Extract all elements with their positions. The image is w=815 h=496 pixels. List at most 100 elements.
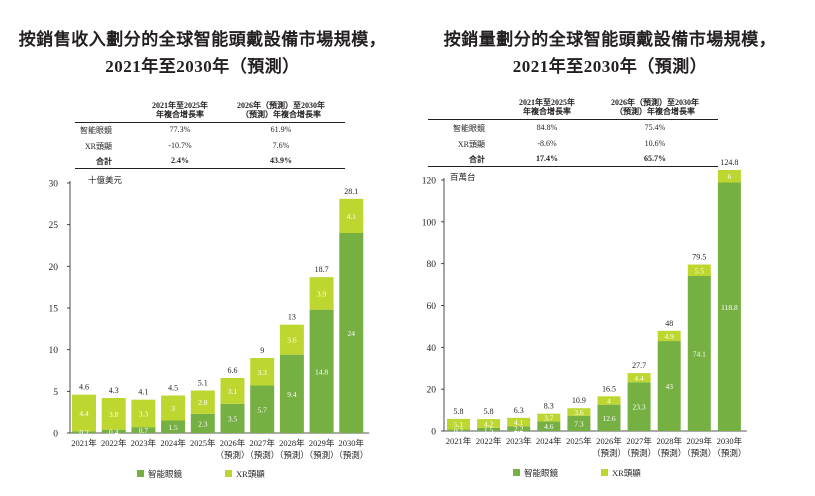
left-x-tick-label-2-0: 2023年 (131, 438, 157, 448)
left-cagr-v2-total: 43.9% (270, 156, 292, 165)
right-cagr-rule-top (428, 119, 718, 120)
right-bar-xr-headset-0 (447, 418, 470, 430)
left-x-tick-label-5-0: 2026年 (220, 438, 246, 448)
right-label-xr-headset-2: 4.1 (514, 418, 524, 427)
right-legend-swatch-xr-headset (601, 469, 608, 476)
right-label-total-9: 124.8 (720, 158, 738, 167)
left-label-xr-headset-8: 3.9 (317, 289, 327, 298)
left-bar-xr-headset-0 (72, 394, 96, 432)
right-y-tick-label-5: 100 (422, 218, 437, 228)
right-label-total-2: 6.3 (514, 406, 524, 415)
left-x-tick-label-0-0: 2021年 (71, 438, 97, 448)
left-label-total-4: 5.1 (198, 379, 208, 388)
right-bar-xr-headset-3 (537, 413, 561, 422)
left-label-total-7: 13 (288, 313, 296, 322)
right-y-tick-label-3: 60 (427, 302, 437, 312)
right-title-line1: 按銷量劃分的全球智能頭戴設備市場規模， (443, 30, 777, 49)
left-y-tick-label-3: 15 (49, 305, 59, 315)
left-x-tick-label-8-0: 2029年 (309, 438, 335, 448)
right-label-smart-glasses-6: 23.3 (633, 403, 646, 412)
left-cagr-v2-smart: 61.9% (270, 125, 292, 134)
right-label-total-8: 79.5 (692, 253, 706, 262)
right-cagr-v1-smart: 84.8% (536, 123, 558, 132)
right-bar-smart-glasses-9 (717, 182, 741, 431)
right-y-tick-label-0: 0 (431, 428, 436, 438)
right-cagr-label-smart: 智能眼鏡 (453, 124, 485, 133)
right-label-xr-headset-1: 4.2 (484, 419, 494, 428)
left-cagr-v1-smart: 77.3% (169, 125, 191, 134)
left-x-tick-label-6-0: 2027年 (249, 438, 275, 448)
left-x-tick-label-7-0: 2028年 (279, 438, 305, 448)
left-bar-smart-glasses-3 (161, 420, 186, 433)
right-cagr-v1-xr: -8.6% (537, 139, 557, 148)
left-unit-label: 十億美元 (88, 175, 123, 185)
left-bar-smart-glasses-2 (131, 427, 156, 433)
right-bar-smart-glasses-8 (687, 276, 711, 431)
left-y-tick-label-5: 25 (49, 221, 59, 231)
right-cagr-v2-xr: 10.6% (644, 139, 666, 148)
right-bar-xr-headset-5 (597, 396, 621, 405)
left-label-xr-headset-2: 3.3 (139, 409, 149, 418)
left-label-xr-headset-1: 3.8 (109, 410, 119, 419)
left-legend-swatch-xr-headset (225, 470, 232, 477)
right-y-tick-label-4: 80 (427, 260, 437, 270)
right-cagr-header-2: 2026年（預測）至2030年 （預測）年複合增長率 (611, 98, 699, 116)
left-x-tick-label-1-0: 2022年 (101, 438, 127, 448)
right-cagr-label-total: 合計 (469, 155, 485, 164)
left-x-tick-label-4-0: 2025年 (190, 438, 216, 448)
right-label-total-7: 48 (665, 319, 673, 328)
left-bar-smart-glasses-1 (101, 429, 126, 433)
right-x-tick-label-0-0: 2021年 (446, 436, 472, 446)
right-label-total-1: 5.8 (484, 407, 494, 416)
right-x-tick-label-2-0: 2023年 (506, 436, 532, 446)
left-label-xr-headset-6: 3.3 (258, 368, 268, 377)
right-y-tick-label-1: 20 (427, 386, 437, 396)
left-label-smart-glasses-9: 24 (348, 329, 356, 338)
left-label-smart-glasses-6: 5.7 (258, 405, 268, 414)
right-y-tick-label-2: 40 (427, 344, 437, 354)
right-x-tick-label-3-0: 2024年 (536, 436, 562, 446)
left-bar-smart-glasses-9 (339, 233, 364, 433)
right-bar-smart-glasses-5 (597, 404, 621, 431)
left-label-xr-headset-5: 3.1 (228, 387, 238, 396)
right-label-xr-headset-6: 4.4 (634, 374, 644, 383)
left-label-smart-glasses-3: 1.5 (168, 423, 178, 432)
left-cagr-label-smart: 智能眼鏡 (80, 126, 112, 135)
right-label-xr-headset-0: 5.1 (454, 420, 464, 429)
left-bar-smart-glasses-4 (190, 413, 215, 433)
left-y-tick-label-0: 0 (53, 430, 58, 440)
right-label-smart-glasses-9: 118.8 (721, 303, 738, 312)
left-cagr-table: 2021年至2025年 年複合增長率 2026年（預測）至2030年 （預測）年… (0, 0, 405, 170)
left-label-total-5: 6.6 (228, 366, 238, 375)
left-bar-smart-glasses-6 (250, 385, 275, 433)
left-bar-xr-headset-1 (101, 398, 126, 430)
left-cagr-v1-xr: -10.7% (168, 141, 192, 150)
left-cagr-label-total: 合計 (96, 157, 112, 166)
right-x-tick-label-8-1: （預測） (682, 448, 716, 458)
right-bar-smart-glasses-6 (627, 382, 651, 431)
right-label-total-3: 8.3 (544, 402, 554, 411)
left-label-total-6: 9 (260, 346, 264, 355)
left-bar-xr-headset-3 (161, 395, 186, 421)
right-label-smart-glasses-1: 1.5 (484, 425, 494, 434)
left-label-xr-headset-0: 4.4 (79, 409, 89, 418)
left-label-total-2: 4.1 (138, 388, 148, 397)
left-title-line2: 2021年至2030年（預測） (105, 57, 300, 76)
left-label-xr-headset-4: 2.8 (198, 398, 208, 407)
left-bar-xr-headset-7 (279, 324, 304, 355)
right-cagr-table: 2021年至2025年 年複合增長率 2026年（預測）至2030年 （預測）年… (0, 0, 815, 170)
left-label-total-0: 4.6 (79, 383, 89, 392)
right-legend-swatch-smart-glasses (513, 469, 520, 476)
left-bar-xr-headset-2 (131, 399, 156, 428)
right-label-smart-glasses-3: 4.6 (544, 422, 554, 431)
left-label-xr-headset-7: 3.6 (287, 336, 297, 345)
right-label-total-6: 27.7 (632, 361, 646, 370)
right-x-tick-label-9-0: 2030年 (717, 436, 743, 446)
left-label-smart-glasses-7: 9.4 (287, 390, 297, 399)
left-label-total-8: 18.7 (315, 265, 329, 274)
left-label-total-1: 4.3 (109, 386, 119, 395)
right-x-tick-label-5-1: （預測） (592, 448, 626, 458)
left-bar-smart-glasses-0 (72, 431, 96, 433)
left-bar-smart-glasses-5 (220, 403, 245, 433)
